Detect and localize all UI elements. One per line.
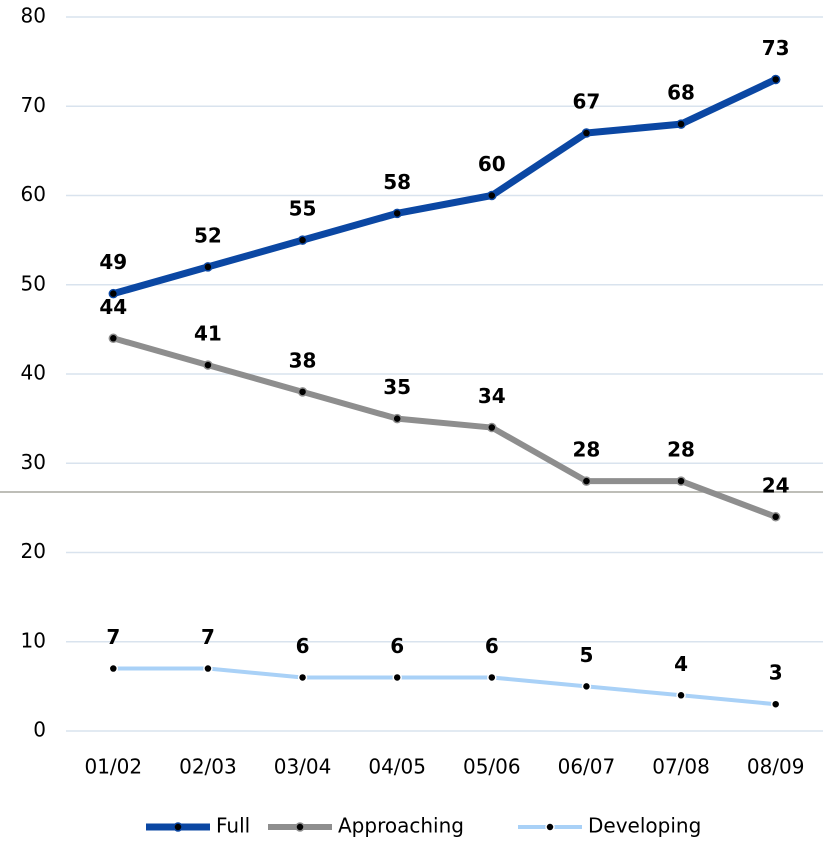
x-tick-label: 03/04 — [274, 755, 332, 779]
x-tick-label: 05/06 — [463, 755, 521, 779]
point — [487, 672, 497, 683]
point — [392, 413, 402, 424]
y-tick-label: 80 — [21, 4, 46, 28]
data-label: 60 — [478, 152, 506, 176]
y-tick-label: 20 — [21, 539, 46, 563]
data-label: 44 — [99, 295, 127, 319]
data-label: 28 — [667, 438, 695, 462]
legend-marker — [545, 822, 555, 832]
data-label: 7 — [201, 625, 215, 649]
point — [676, 690, 686, 701]
data-label: 49 — [99, 250, 127, 274]
data-label: 4 — [674, 652, 688, 676]
data-label: 6 — [485, 634, 499, 658]
x-tick-label: 06/07 — [558, 755, 616, 779]
data-label: 55 — [289, 197, 317, 221]
legend-label: Developing — [588, 814, 701, 838]
point — [203, 262, 213, 272]
data-label: 28 — [573, 438, 601, 462]
point — [581, 128, 592, 138]
data-label: 6 — [296, 634, 310, 658]
point — [581, 476, 592, 486]
data-label: 73 — [762, 36, 790, 60]
data-label: 5 — [579, 643, 593, 667]
legend-label: Approaching — [338, 814, 464, 838]
x-tick-label: 02/03 — [179, 755, 237, 779]
y-tick-label: 70 — [21, 93, 46, 117]
point — [203, 663, 213, 674]
y-tick-label: 30 — [21, 450, 46, 474]
data-label: 38 — [289, 348, 317, 372]
series-line — [113, 666, 776, 707]
data-label: 24 — [762, 473, 790, 497]
y-tick-label: 0 — [33, 718, 46, 742]
point — [297, 387, 308, 397]
point — [581, 681, 592, 692]
point — [487, 190, 497, 201]
data-label: 7 — [106, 625, 120, 649]
series-line — [112, 76, 778, 298]
point — [676, 476, 686, 486]
data-label: 41 — [194, 322, 222, 346]
point — [203, 360, 213, 370]
point — [770, 699, 781, 709]
y-tick-label: 10 — [21, 628, 46, 652]
point — [108, 663, 119, 674]
y-tick-label: 40 — [21, 361, 46, 385]
point — [108, 288, 119, 299]
x-tick-label: 01/02 — [84, 755, 142, 779]
x-tick-label: 08/09 — [747, 755, 805, 779]
legend-marker — [173, 822, 183, 832]
data-label: 68 — [667, 81, 695, 105]
data-label: 6 — [390, 634, 404, 658]
data-label: 67 — [573, 90, 601, 114]
point — [297, 672, 308, 683]
y-tick-label: 50 — [21, 271, 46, 295]
x-tick-label: 04/05 — [368, 755, 426, 779]
point — [392, 208, 402, 219]
legend-label: Full — [216, 814, 250, 838]
series-line — [112, 335, 777, 520]
x-tick-label: 07/08 — [652, 755, 710, 779]
point — [770, 74, 781, 85]
point — [676, 119, 686, 129]
point — [770, 512, 781, 522]
point — [297, 235, 308, 245]
point — [487, 422, 497, 433]
point — [392, 672, 402, 683]
y-tick-label: 60 — [21, 182, 46, 206]
data-label: 58 — [383, 170, 411, 194]
data-label: 52 — [194, 223, 222, 247]
data-label: 35 — [383, 375, 411, 399]
data-label: 34 — [478, 384, 506, 408]
legend-marker — [295, 822, 305, 832]
point — [108, 333, 119, 344]
data-label: 3 — [769, 661, 783, 685]
